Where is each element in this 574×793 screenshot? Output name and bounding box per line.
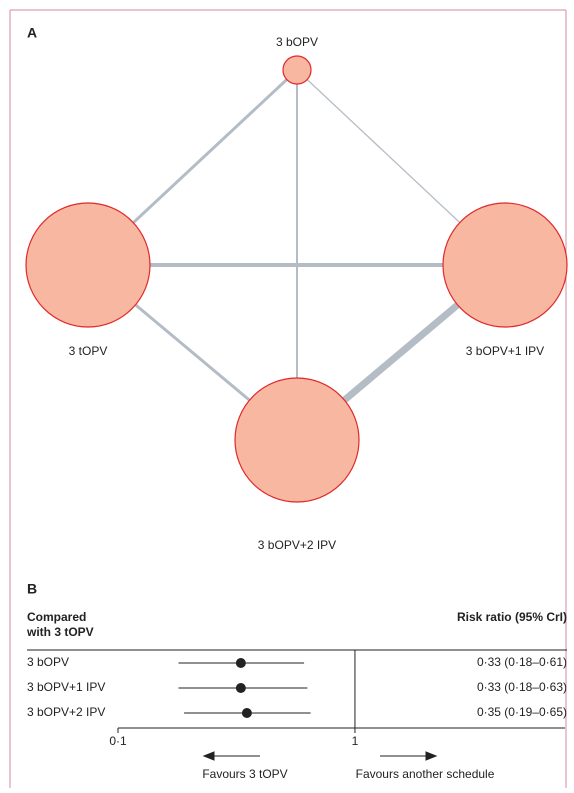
header: Compared — [27, 610, 86, 624]
node-label: 3 bOPV+1 IPV — [466, 344, 544, 358]
annotation: Favours 3 tOPV — [202, 767, 287, 781]
annotation: Favours another schedule — [356, 767, 495, 781]
frame — [9, 9, 567, 788]
row-label: 3 bOPV+2 IPV — [27, 705, 105, 719]
header: Risk ratio (95% CrI) — [457, 610, 567, 624]
x-tick-label: 1 — [352, 734, 359, 748]
panel-label: A — [27, 25, 37, 41]
value-label: 0·35 (0·19–0·65) — [477, 705, 567, 719]
estimate — [241, 708, 252, 718]
header: with 3 tOPV — [26, 625, 94, 639]
nodes — [25, 55, 568, 503]
panel-label: B — [27, 581, 37, 597]
value-label: 0·33 (0·18–0·61) — [477, 655, 567, 669]
node-label: 3 bOPV+2 IPV — [258, 538, 336, 552]
estimate — [235, 683, 246, 693]
value-label: 0·33 (0·18–0·63) — [477, 680, 567, 694]
x-tick-label: 0·1 — [109, 734, 127, 748]
estimate — [235, 658, 246, 668]
arrows — [202, 751, 438, 761]
node-label: 3 bOPV — [276, 35, 318, 49]
row-label: 3 bOPV+1 IPV — [27, 680, 105, 694]
row-label: 3 bOPV — [27, 655, 69, 669]
node-label: 3 tOPV — [69, 344, 108, 358]
